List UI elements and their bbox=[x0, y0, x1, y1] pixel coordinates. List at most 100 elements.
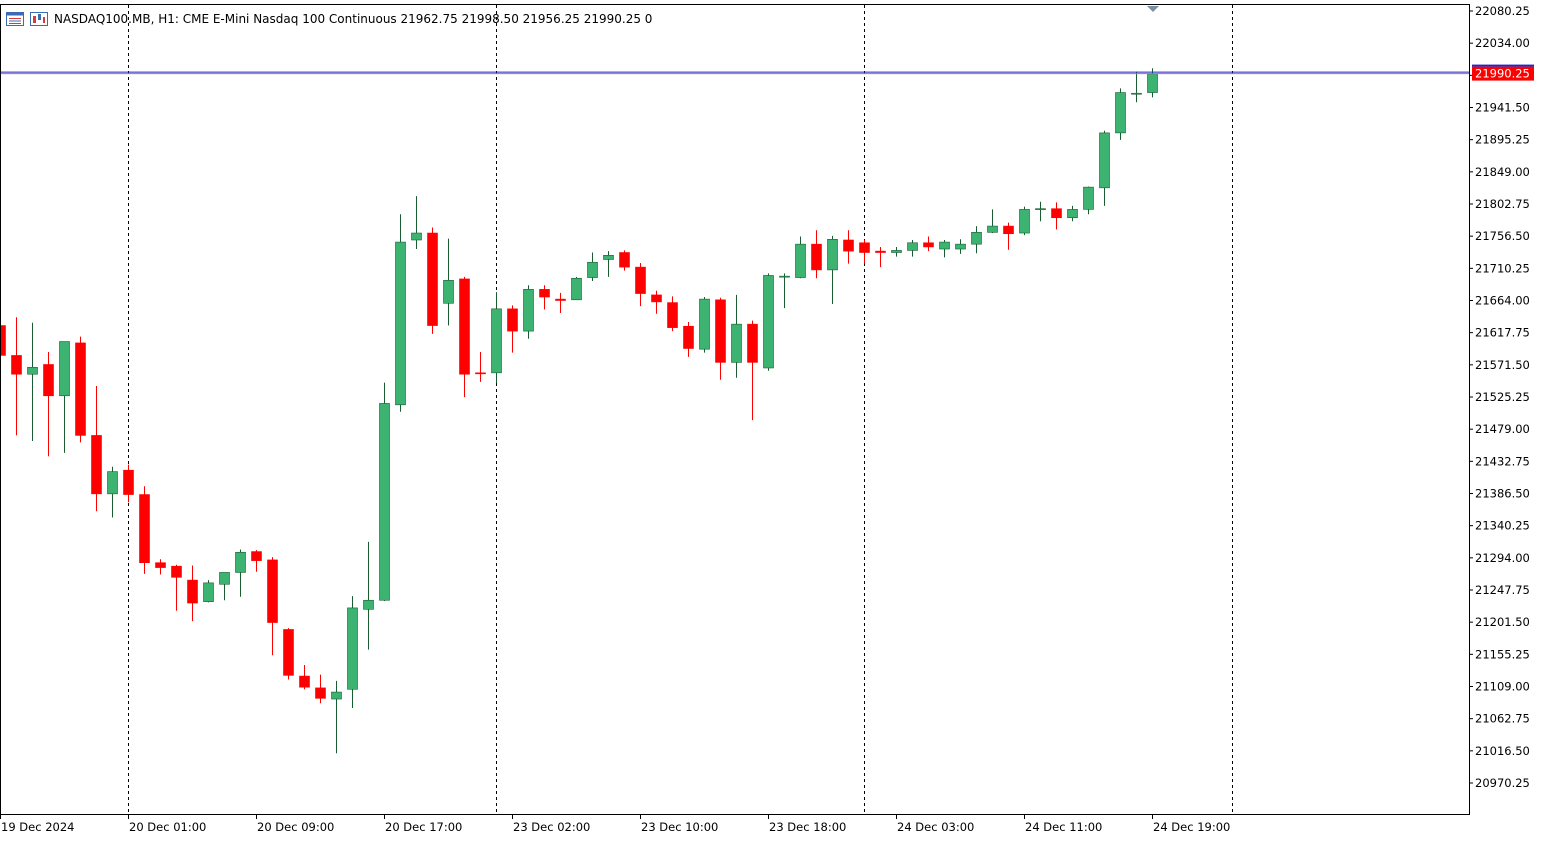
bull-candle bbox=[107, 471, 118, 495]
bull-candle bbox=[795, 243, 806, 278]
bull-candle bbox=[1019, 209, 1030, 234]
bull-candle bbox=[27, 366, 38, 375]
price-tick-label: 21294.00 bbox=[1475, 551, 1530, 565]
bear-candle bbox=[1051, 208, 1062, 219]
chart-title: NASDAQ100.MB, H1: CME E-Mini Nasdaq 100 … bbox=[54, 12, 653, 26]
price-tick-label: 21016.50 bbox=[1475, 744, 1530, 758]
bull-candle bbox=[395, 241, 406, 406]
time-tick-label: 20 Dec 09:00 bbox=[257, 820, 334, 834]
bull-candle bbox=[411, 232, 422, 241]
price-tick-label: 21340.25 bbox=[1475, 519, 1530, 533]
price-tick-label: 21432.75 bbox=[1475, 454, 1530, 468]
price-tick-label: 21571.50 bbox=[1475, 358, 1530, 372]
bear-candle bbox=[651, 294, 662, 303]
time-tick-label: 24 Dec 19:00 bbox=[1153, 820, 1230, 834]
shift-end-marker-icon[interactable] bbox=[1147, 6, 1159, 12]
price-tick-label: 21155.25 bbox=[1475, 647, 1530, 661]
bull-candle bbox=[235, 551, 246, 573]
bear-candle bbox=[875, 250, 886, 253]
bull-candle bbox=[363, 599, 374, 610]
chart-window-icon[interactable] bbox=[30, 12, 48, 26]
bull-candle bbox=[891, 250, 902, 253]
price-tick-label: 21525.25 bbox=[1475, 390, 1530, 404]
chart-header: NASDAQ100.MB, H1: CME E-Mini Nasdaq 100 … bbox=[6, 10, 652, 28]
bear-candle bbox=[635, 266, 646, 294]
time-tick-label: 23 Dec 18:00 bbox=[769, 820, 846, 834]
price-tick-label: 21756.50 bbox=[1475, 229, 1530, 243]
price-tick-label: 21802.75 bbox=[1475, 197, 1530, 211]
bull-candle bbox=[571, 277, 582, 301]
bear-candle bbox=[683, 325, 694, 349]
bull-candle bbox=[523, 289, 534, 332]
bear-candle bbox=[811, 243, 822, 271]
price-tick-label: 21062.75 bbox=[1475, 712, 1530, 726]
bear-candle bbox=[555, 298, 566, 301]
price-tick-label: 21109.00 bbox=[1475, 680, 1530, 694]
bull-candle bbox=[379, 403, 390, 601]
time-tick-label: 20 Dec 17:00 bbox=[385, 820, 462, 834]
current-price-tag: 21990.25 bbox=[1472, 64, 1534, 81]
price-tick-label: 21386.50 bbox=[1475, 487, 1530, 501]
bear-candle bbox=[507, 308, 518, 332]
time-tick-label: 24 Dec 03:00 bbox=[897, 820, 974, 834]
price-tick-label: 21895.25 bbox=[1475, 133, 1530, 147]
bear-candle bbox=[427, 232, 438, 326]
bear-candle bbox=[859, 242, 870, 253]
bull-candle bbox=[763, 275, 774, 369]
bull-candle bbox=[443, 280, 454, 304]
bear-candle bbox=[171, 565, 182, 578]
current-price-tag-bg bbox=[1472, 66, 1534, 81]
session-separators bbox=[128, 5, 1233, 814]
bull-candle bbox=[1035, 208, 1046, 210]
bear-candle bbox=[923, 242, 934, 248]
bear-candle bbox=[187, 579, 198, 604]
bear-candle bbox=[251, 551, 262, 561]
bull-candle bbox=[971, 232, 982, 245]
time-tick-label: 19 Dec 2024 bbox=[1, 820, 74, 834]
bull-candle bbox=[219, 572, 230, 585]
price-tick-label: 21247.75 bbox=[1475, 583, 1530, 597]
bear-candle bbox=[11, 355, 22, 375]
price-tick-label: 21201.50 bbox=[1475, 615, 1530, 629]
bull-candle bbox=[347, 607, 358, 690]
time-tick-label: 20 Dec 01:00 bbox=[129, 820, 206, 834]
bear-candle bbox=[123, 469, 134, 495]
bear-candle bbox=[539, 289, 550, 298]
bull-candle bbox=[1115, 92, 1126, 134]
bear-candle bbox=[843, 239, 854, 252]
bull-candle bbox=[699, 298, 710, 350]
bear-candle bbox=[715, 299, 726, 363]
bull-candle bbox=[779, 275, 790, 278]
bear-candle bbox=[283, 629, 294, 676]
bull-candle bbox=[1131, 92, 1142, 95]
price-lines bbox=[0, 71, 1469, 75]
price-tick-label: 21479.00 bbox=[1475, 422, 1530, 436]
bull-candle bbox=[491, 308, 502, 374]
bull-candle bbox=[827, 238, 838, 271]
time-axis[interactable]: 19 Dec 2024 20 Dec 01:00 20 Dec 09:00 20 De… bbox=[0, 815, 1231, 834]
time-tick-label: 23 Dec 02:00 bbox=[513, 820, 590, 834]
bull-candle bbox=[1099, 132, 1110, 189]
bear-candle bbox=[299, 675, 310, 688]
list-window-icon[interactable] bbox=[6, 12, 24, 26]
bull-candle bbox=[331, 691, 342, 700]
price-tick-label: 22080.25 bbox=[1475, 4, 1530, 18]
bull-candle bbox=[731, 323, 742, 363]
price-tick-label: 21941.50 bbox=[1475, 101, 1530, 115]
bear-candle bbox=[459, 278, 470, 375]
bull-candle bbox=[955, 243, 966, 250]
bear-candle bbox=[619, 252, 630, 268]
bull-candle bbox=[587, 261, 598, 278]
time-tick-label: 23 Dec 10:00 bbox=[641, 820, 718, 834]
price-tick-label: 21664.00 bbox=[1475, 294, 1530, 308]
candles bbox=[0, 68, 1158, 754]
price-tick-label: 22034.00 bbox=[1475, 36, 1530, 50]
bull-candle bbox=[1083, 186, 1094, 210]
bear-candle bbox=[267, 559, 278, 623]
bear-candle bbox=[139, 494, 150, 564]
price-axis[interactable]: 22080.2522034.0021987.7521941.5021895.25… bbox=[1469, 4, 1530, 790]
bear-candle bbox=[475, 372, 486, 375]
bull-candle bbox=[203, 582, 214, 602]
